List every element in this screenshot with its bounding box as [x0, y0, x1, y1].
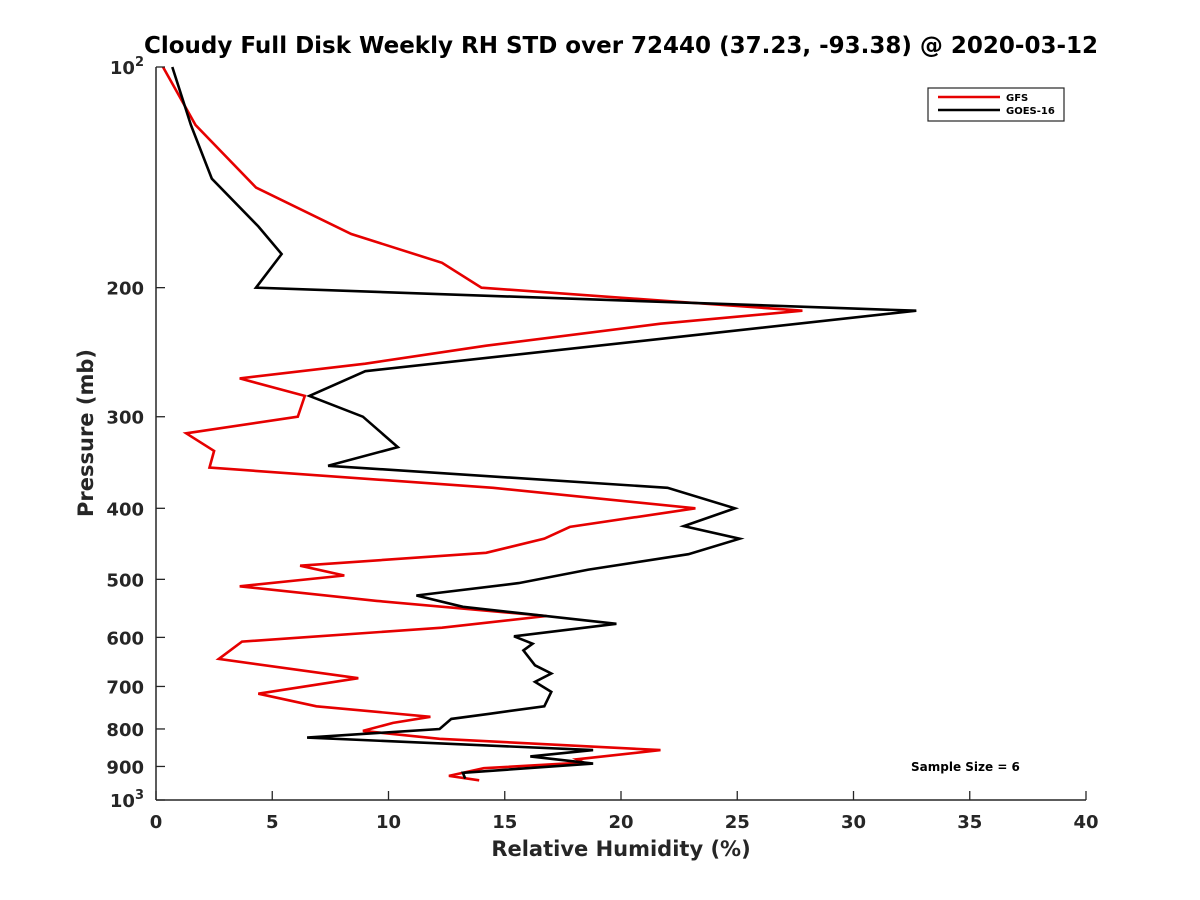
legend-box — [927, 87, 1065, 122]
x-tick-label: 20 — [608, 812, 633, 833]
y-tick-label: 500 — [106, 570, 144, 591]
x-tick-label: 15 — [492, 812, 517, 833]
y-axis-label: Pressure (mb) — [74, 349, 98, 517]
x-tick-label: 35 — [957, 812, 982, 833]
series-line-goes16 — [171, 66, 917, 780]
legend: GFS GOES-16 — [927, 87, 1065, 122]
x-tick-label: 25 — [725, 812, 750, 833]
y-tick-label: 900 — [106, 757, 144, 778]
x-tick-label: 30 — [841, 812, 866, 833]
y-tick-label: 102 — [110, 55, 144, 79]
legend-label-goes16: GOES-16 — [1006, 106, 1055, 117]
plot-area — [156, 67, 1086, 800]
x-tick-label: 5 — [266, 812, 279, 833]
y-tick-label: 400 — [106, 499, 144, 520]
legend-label-gfs: GFS — [1006, 93, 1028, 104]
chart-title: Cloudy Full Disk Weekly RH STD over 7244… — [144, 33, 1098, 59]
x-axis-label: Relative Humidity (%) — [491, 837, 750, 861]
x-axis-ticks: 0 5 10 15 20 25 30 35 40 — [150, 791, 1099, 833]
y-tick-label: 103 — [110, 788, 144, 812]
x-tick-label: 40 — [1073, 812, 1098, 833]
y-tick-label: 300 — [106, 408, 144, 429]
y-tick-label: 600 — [106, 628, 144, 649]
y-tick-label: 700 — [106, 677, 144, 698]
y-axis-ticks: 102 200 300 400 500 600 700 800 900 103 — [106, 55, 165, 812]
x-tick-label: 0 — [150, 812, 163, 833]
x-tick-label: 10 — [376, 812, 401, 833]
y-tick-label: 200 — [106, 279, 144, 300]
series-layer — [161, 66, 917, 782]
y-tick-label: 800 — [106, 720, 144, 741]
sample-size-annotation: Sample Size = 6 — [911, 760, 1020, 774]
